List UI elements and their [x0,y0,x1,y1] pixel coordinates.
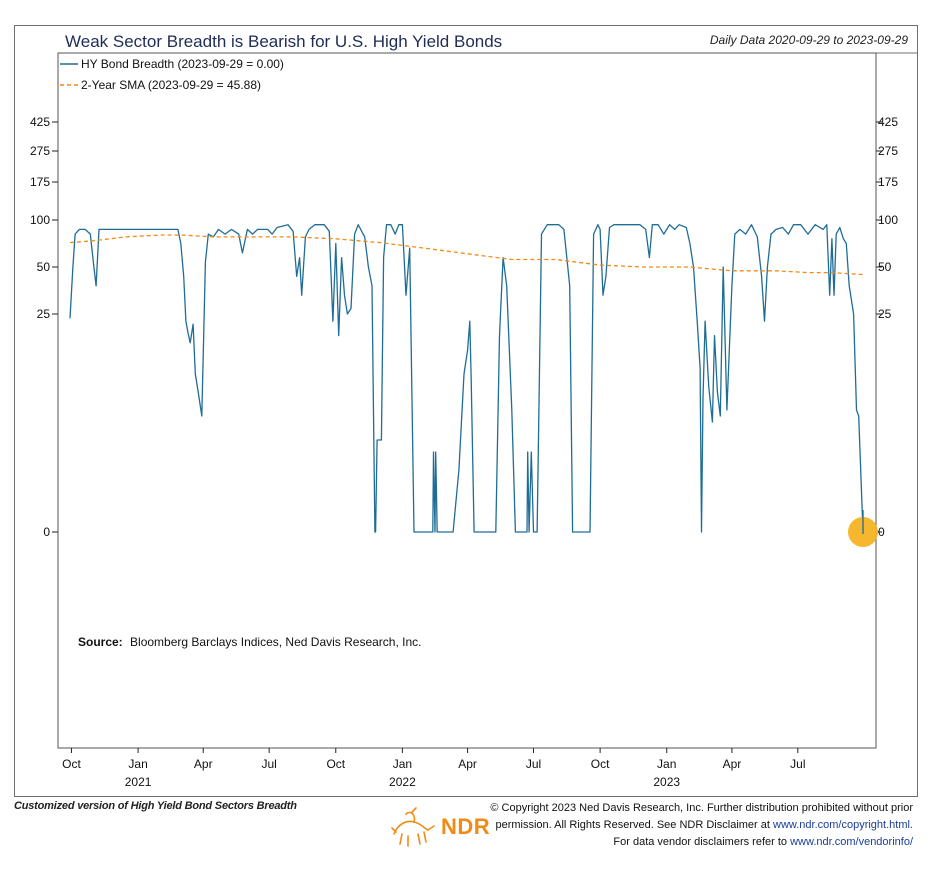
y-tick-label-right-2: 50 [878,260,892,274]
copyright-line-1: © Copyright 2023 Ned Davis Research, Inc… [490,802,913,814]
y-tick-label-right-5: 275 [878,144,898,158]
copyright-link[interactable]: www.ndr.com/copyright.html. [773,819,913,831]
y-tick-label-left-5: 275 [30,144,50,158]
vendor-info-link[interactable]: www.ndr.com/vendorinfo/ [790,836,913,848]
plot-area [57,52,877,749]
y-tick-label-right-1: 25 [878,307,892,321]
y-tick-label-right-0: 0 [878,525,885,539]
sma-series-line [69,234,864,276]
source-text: Bloomberg Barclays Indices, Ned Davis Re… [130,635,421,649]
y-tick-label-left-4: 175 [30,175,50,189]
copyright-line-3: For data vendor disclaimers refer to www… [473,834,913,851]
y-tick-label-right-3: 100 [878,213,898,227]
source-note: Source: Bloomberg Barclays Indices, Ned … [78,635,422,649]
x-year-label-9: 2023 [653,775,680,789]
x-tick-label-9: Jan [657,757,676,771]
x-tick-label-1: Jan [128,757,147,771]
y-tick-label-right-4: 175 [878,175,898,189]
y-tick-label-left-1: 25 [37,307,51,321]
x-tick-label-6: Apr [458,757,477,771]
legend-label-breadth: HY Bond Breadth (2023-09-29 = 0.00) [81,57,284,71]
chart-frame [14,25,918,797]
y-tick-label-left-3: 100 [30,213,50,227]
x-tick-label-3: Jul [261,757,276,771]
x-year-label-5: 2022 [389,775,416,789]
source-label: Source: [78,635,123,649]
x-tick-label-7: Jul [526,757,541,771]
copyright-line-2: permission. All Rights Reserved. See NDR… [473,817,913,834]
copyright-line-3-text: For data vendor disclaimers refer to [613,836,788,848]
y-tick-label-left-2: 50 [37,260,51,274]
y-tick-label-right-6: 425 [878,115,898,129]
legend: HY Bond Breadth (2023-09-29 = 0.00) 2-Ye… [60,57,284,92]
x-tick-label-11: Jul [790,757,805,771]
x-tick-label-0: Oct [62,757,81,771]
copyright-line-2-text: permission. All Rights Reserved. See NDR… [495,819,770,831]
y-tick-label-left-6: 425 [30,115,50,129]
breadth-series-line [69,224,864,533]
custom-note: Customized version of High Yield Bond Se… [14,800,297,812]
y-axes: 0 0 25 25 50 50 100 100 175 175 275 275 425 425 [30,115,898,539]
x-tick-label-2: Apr [194,757,213,771]
x-axis: Oct Jan 2021 Apr Jul Oct Jan 2022 Apr Jul Oct Jan 20… [62,748,805,789]
x-tick-label-8: Oct [591,757,610,771]
x-tick-label-10: Apr [723,757,742,771]
ndr-logo-icon [391,807,435,847]
x-tick-label-4: Oct [326,757,345,771]
copyright-block: © Copyright 2023 Ned Davis Research, Inc… [473,800,913,851]
ndr-logo-text: NDR [441,814,491,839]
x-year-label-1: 2021 [125,775,152,789]
x-tick-label-5: Jan [393,757,412,771]
legend-label-sma: 2-Year SMA (2023-09-29 = 45.88) [81,78,261,92]
series-layer [69,224,878,547]
y-tick-label-left-0: 0 [43,525,50,539]
date-range-label: Daily Data 2020-09-29 to 2023-09-29 [710,33,908,47]
chart-title: Weak Sector Breadth is Bearish for U.S. … [65,32,502,51]
